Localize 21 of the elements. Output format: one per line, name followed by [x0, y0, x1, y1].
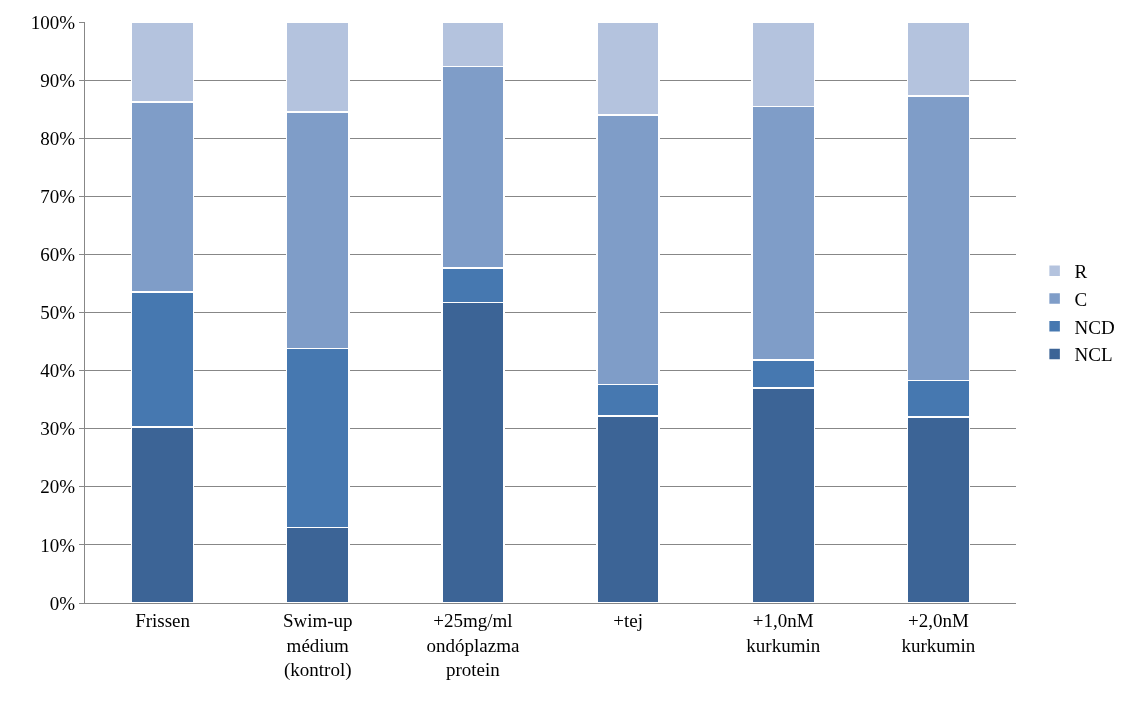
- x-tick-label: Swim-up médium (kontrol): [282, 609, 353, 682]
- y-tick-label: 80%: [40, 127, 76, 149]
- legend-label: C: [1074, 288, 1088, 310]
- x-tick-label: +25mg/ml ondóplazma protein: [426, 609, 520, 681]
- y-tick-label: 0%: [49, 592, 76, 614]
- y-tick-label: 10%: [40, 534, 76, 556]
- y-tick-label: 100%: [30, 11, 76, 33]
- y-tick-label: 60%: [40, 244, 76, 266]
- y-tick-label: 50%: [40, 302, 76, 324]
- y-tick-label: 40%: [40, 360, 76, 382]
- x-tick-label: +2,0nM kurkumin: [901, 609, 976, 656]
- x-tick-label: +tej: [613, 609, 643, 631]
- y-tick-label: 30%: [40, 418, 76, 440]
- x-tick-label: Frissen: [135, 609, 191, 631]
- x-tick-label: +1,0nM kurkumin: [746, 609, 821, 656]
- legend-label: NCD: [1074, 316, 1115, 338]
- legend-label: R: [1074, 261, 1088, 283]
- y-tick-label: 90%: [40, 69, 76, 91]
- y-tick-label: 20%: [40, 476, 76, 498]
- y-tick-label: 70%: [40, 185, 76, 207]
- legend-label: NCL: [1074, 344, 1113, 366]
